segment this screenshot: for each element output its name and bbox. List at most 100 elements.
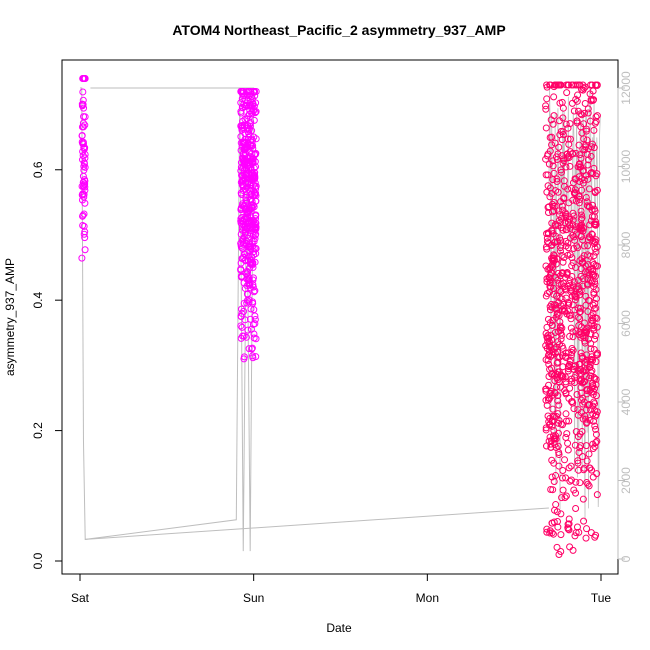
data-point: [557, 531, 565, 539]
data-point: [249, 299, 257, 307]
data-point: [581, 99, 589, 107]
data-point: [556, 294, 564, 302]
data-point: [555, 312, 563, 320]
data-point: [240, 170, 248, 178]
data-point: [567, 476, 575, 484]
data-point: [570, 405, 578, 413]
data-point: [588, 320, 596, 328]
data-point: [542, 396, 550, 404]
data-point: [546, 134, 554, 142]
data-point: [558, 202, 566, 210]
data-point: [563, 430, 571, 438]
data-point: [565, 311, 573, 319]
data-point: [591, 422, 599, 430]
data-point: [584, 480, 592, 488]
data-point: [582, 329, 590, 337]
data-point: [560, 195, 568, 203]
data-point: [565, 520, 573, 528]
data-point: [585, 401, 593, 409]
data-point: [551, 441, 559, 449]
data-point: [579, 227, 587, 235]
data-point: [572, 505, 580, 513]
data-point: [244, 231, 252, 239]
data-point: [544, 394, 552, 402]
data-point: [570, 486, 578, 494]
data-point: [237, 107, 245, 115]
data-point: [554, 348, 562, 356]
data-point: [553, 175, 561, 183]
data-point: [583, 418, 591, 426]
data-point: [550, 254, 558, 262]
data-point: [244, 94, 252, 102]
data-point: [78, 254, 86, 262]
data-point: [554, 276, 562, 284]
data-point: [551, 222, 559, 230]
data-point: [567, 462, 575, 470]
data-point: [583, 150, 591, 158]
data-point: [590, 252, 598, 260]
data-point: [591, 220, 599, 228]
data-point: [575, 448, 583, 456]
data-point: [544, 209, 552, 217]
data-point: [566, 332, 574, 340]
data-point: [542, 426, 550, 434]
data-point: [592, 248, 600, 256]
data-point: [589, 201, 597, 209]
data-point: [543, 344, 551, 352]
data-point: [237, 139, 245, 147]
data-point: [578, 428, 586, 436]
data-point: [559, 467, 567, 475]
x-tick-label: Sun: [243, 591, 264, 605]
data-point: [576, 288, 584, 296]
data-point: [252, 197, 260, 205]
data-point: [548, 351, 556, 359]
data-point: [561, 456, 569, 464]
data-point: [563, 270, 571, 278]
data-point: [245, 247, 253, 255]
data-point: [580, 84, 588, 92]
data-point: [577, 207, 585, 215]
data-point: [252, 224, 260, 232]
data-point: [561, 209, 569, 217]
data-point: [577, 377, 585, 385]
data-point: [575, 81, 583, 89]
data-point: [559, 421, 567, 429]
data-point: [582, 534, 590, 542]
data-point: [568, 398, 576, 406]
data-point: [592, 439, 600, 447]
data-point: [252, 335, 260, 343]
data-point: [587, 529, 595, 537]
data-point: [239, 217, 247, 225]
data-point: [585, 450, 593, 458]
data-point: [543, 528, 551, 536]
data-point: [545, 360, 553, 368]
data-point: [578, 255, 586, 263]
data-point: [566, 215, 574, 223]
data-point: [593, 170, 601, 178]
data-point: [557, 168, 565, 176]
data-point: [237, 189, 245, 197]
data-point: [565, 300, 573, 308]
data-point: [559, 269, 567, 277]
data-point: [550, 169, 558, 177]
data-point: [554, 397, 562, 405]
data-point: [582, 141, 590, 149]
data-point: [242, 224, 250, 232]
data-point: [548, 370, 556, 378]
data-point: [248, 110, 256, 118]
data-point: [251, 312, 259, 320]
data-point: [565, 515, 573, 523]
data-point: [241, 92, 249, 100]
data-point: [576, 308, 584, 316]
data-point: [573, 523, 581, 531]
data-point: [550, 459, 558, 467]
data-point: [552, 501, 560, 509]
data-point: [575, 173, 583, 181]
data-point: [592, 381, 600, 389]
data-point: [551, 388, 559, 396]
data-point: [81, 180, 89, 188]
data-point: [81, 163, 89, 171]
data-point: [569, 546, 577, 554]
data-point: [592, 262, 600, 270]
data-point: [579, 259, 587, 267]
